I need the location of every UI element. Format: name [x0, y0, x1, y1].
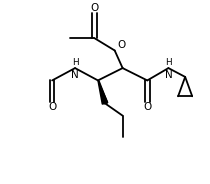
Text: N: N [71, 70, 79, 80]
Polygon shape [99, 80, 108, 104]
Text: O: O [117, 40, 126, 50]
Text: H: H [72, 58, 78, 67]
Text: O: O [90, 3, 98, 13]
Polygon shape [98, 80, 108, 104]
Text: N: N [165, 70, 172, 80]
Text: O: O [48, 102, 56, 112]
Text: O: O [143, 102, 151, 112]
Text: H: H [165, 58, 172, 67]
